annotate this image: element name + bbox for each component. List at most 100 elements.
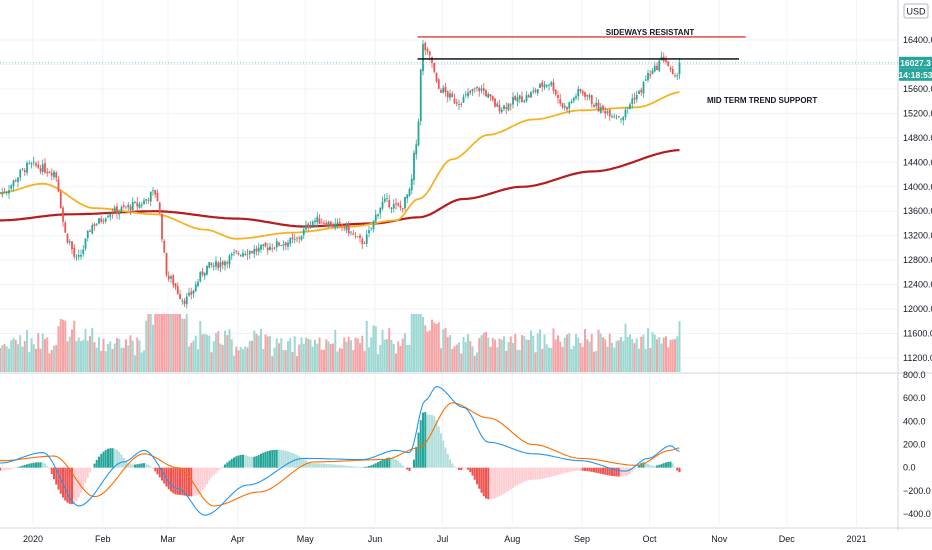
macd-histogram-bar (185, 467, 188, 496)
candle-body (368, 230, 370, 234)
candle-body (356, 236, 359, 238)
candle-body (118, 211, 121, 215)
volume-bar (190, 342, 193, 372)
candle-body (640, 89, 643, 93)
macd-histogram-bar (377, 462, 379, 468)
macd-histogram-bar (109, 448, 112, 468)
macd-histogram-bar (480, 467, 483, 493)
volume-bar (590, 334, 593, 372)
volume-bar (500, 339, 503, 372)
volume-bar (329, 344, 332, 372)
volume-bar (372, 325, 375, 372)
candle-body (41, 164, 44, 172)
volume-bar (68, 336, 71, 372)
macd-histogram-bar (500, 467, 503, 496)
candle-body (399, 205, 402, 208)
macd-histogram-bar (327, 464, 330, 468)
macd-histogram-bar (617, 467, 620, 477)
macd-histogram-bar (649, 465, 652, 468)
macd-histogram-bar (485, 467, 487, 499)
candle-body (143, 200, 145, 205)
volume-bar (253, 330, 256, 372)
volume-bar (199, 320, 202, 372)
volume-bar (471, 346, 474, 372)
candle-body (82, 249, 85, 255)
volume-bar (426, 331, 429, 372)
macd-histogram-bar (307, 461, 310, 468)
currency-button[interactable]: USD (903, 3, 929, 19)
macd-histogram-bar (390, 457, 393, 468)
macd-histogram-bar (435, 420, 438, 468)
volume-bar (291, 351, 294, 372)
macd-histogram-bar (350, 466, 352, 468)
volume-bar (1, 345, 4, 372)
macd-histogram-bar (658, 464, 661, 468)
volume-bar (158, 314, 161, 372)
macd-tick-label: 600.0 (903, 393, 926, 403)
volume-bar (359, 343, 361, 372)
volume-bar (505, 350, 508, 372)
candle-body (260, 244, 262, 250)
candle-body (75, 256, 78, 258)
macd-histogram-bar (489, 467, 492, 500)
volume-bar (237, 350, 240, 372)
volume-bar (577, 337, 580, 372)
candle-body (197, 281, 199, 287)
time-tick-label: 2021 (846, 534, 866, 544)
volume-bar (604, 339, 607, 372)
volume-bar (368, 347, 370, 372)
candle-body (19, 170, 22, 178)
volume-bar (201, 334, 204, 372)
volume-bar (188, 346, 190, 372)
price-tick-label: 11600.0 (903, 329, 932, 339)
macd-histogram-bar (120, 454, 123, 468)
candle-body (455, 102, 458, 104)
volume-bar (631, 339, 634, 372)
macd-histogram-bar (269, 450, 271, 468)
candle-body (361, 239, 364, 245)
candle-body (561, 103, 564, 108)
volume-bar (453, 346, 456, 372)
volume-bar (248, 340, 251, 372)
macd-histogram-bar (50, 467, 53, 474)
macd-histogram-bar (633, 467, 636, 470)
macd-histogram-bar (647, 463, 649, 468)
macd-histogram-bar (118, 451, 121, 468)
candle-body (165, 253, 168, 276)
macd-histogram-bar (570, 467, 573, 472)
candle-body (417, 121, 420, 146)
candle-body (62, 207, 64, 222)
volume-bar (59, 318, 62, 372)
macd-histogram-bar (507, 467, 510, 491)
candle-body (347, 224, 350, 234)
volume-bar (352, 350, 355, 372)
price-tick-label: 14000.0 (903, 182, 932, 192)
candle-body (10, 185, 13, 189)
candle-body (669, 67, 672, 70)
macd-histogram-bar (539, 467, 541, 480)
macd-histogram-bar (316, 463, 319, 468)
macd-histogram-bar (257, 455, 260, 468)
candle-body (426, 49, 429, 52)
candle-body (212, 265, 215, 267)
volume-bar (140, 352, 143, 372)
candle-body (413, 152, 415, 181)
macd-histogram-bar (575, 467, 577, 471)
price-tick-label: 12800.0 (903, 255, 932, 265)
candle-body (671, 69, 674, 75)
candle-body (437, 79, 440, 89)
axis-layer: 16400.016000.015600.015200.014800.014400… (23, 35, 932, 544)
macd-histogram-bar (509, 467, 512, 490)
candle-body (17, 177, 19, 182)
candle-body (541, 82, 544, 87)
volume-bar (217, 331, 220, 372)
macd-histogram-bar (530, 467, 532, 480)
candle-body (332, 224, 334, 227)
volume-bar (548, 347, 550, 372)
volume-bar (26, 330, 28, 372)
candle-body (404, 197, 406, 209)
candle-body (566, 107, 568, 110)
macd-histogram-bar (534, 467, 537, 480)
candle-body (311, 221, 314, 226)
